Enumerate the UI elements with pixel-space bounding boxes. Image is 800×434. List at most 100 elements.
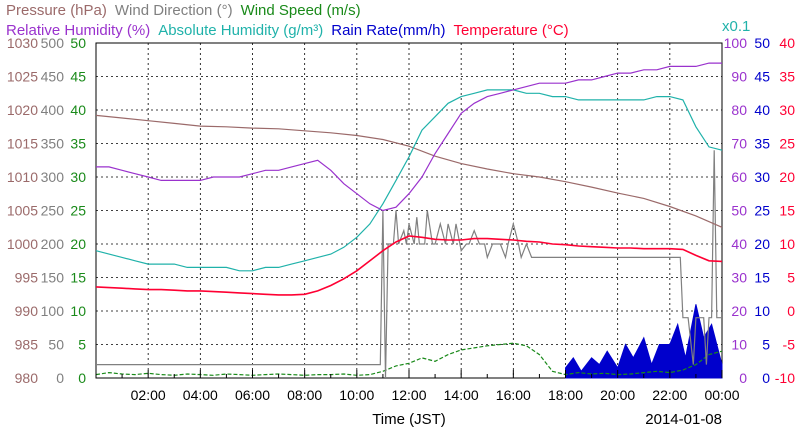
wind-speed-tick: 45 bbox=[70, 69, 86, 85]
relative-humidity-tick: 30 bbox=[731, 270, 747, 286]
rain-rate-tick: 5 bbox=[762, 337, 770, 353]
temperature-tick: -10 bbox=[775, 370, 795, 386]
relative-humidity-tick: 60 bbox=[731, 169, 747, 185]
date-label: 2014-01-08 bbox=[645, 411, 722, 428]
series-temperature bbox=[95, 235, 723, 296]
wind-direction-tick: 250 bbox=[41, 203, 65, 219]
x-tick-label: 02:00 bbox=[131, 387, 166, 403]
pressure-tick: 995 bbox=[15, 270, 39, 286]
rain-rate-tick: 20 bbox=[754, 236, 770, 252]
wind-direction-tick: 500 bbox=[41, 35, 65, 51]
temperature-tick: 0 bbox=[787, 303, 795, 319]
rain-rate-tick: 30 bbox=[754, 169, 770, 185]
wind-speed-tick: 30 bbox=[70, 169, 86, 185]
wind-speed-tick: 20 bbox=[70, 236, 86, 252]
wind-direction-tick: 300 bbox=[41, 169, 65, 185]
wind-direction-tick: 0 bbox=[56, 370, 64, 386]
x-tick-label: 08:00 bbox=[287, 387, 322, 403]
x-tick-label: 22:00 bbox=[652, 387, 687, 403]
wind-speed-tick: 0 bbox=[78, 370, 86, 386]
temperature-tick: 5 bbox=[787, 270, 795, 286]
temperature-tick: 40 bbox=[779, 35, 795, 51]
relative-humidity-tick: 0 bbox=[739, 370, 747, 386]
x-tick-label: 14:00 bbox=[444, 387, 479, 403]
wind-speed-tick: 15 bbox=[70, 270, 86, 286]
wind-speed-tick: 50 bbox=[70, 35, 86, 51]
wind-speed-tick: 25 bbox=[70, 203, 86, 219]
wind-direction-tick: 450 bbox=[41, 69, 65, 85]
wind-speed-tick: 35 bbox=[70, 136, 86, 152]
right-axes: 1009080706050403020100504540353025201510… bbox=[724, 35, 796, 386]
wind-direction-tick: 150 bbox=[41, 270, 65, 286]
pressure-tick: 1020 bbox=[7, 102, 38, 118]
wind-direction-tick: 100 bbox=[41, 303, 65, 319]
pressure-tick: 985 bbox=[15, 337, 39, 353]
relative-humidity-tick: 70 bbox=[731, 136, 747, 152]
plot-area bbox=[95, 42, 723, 379]
legend-absolute-humidity-g-m: Absolute Humidity (g/m³) bbox=[158, 22, 323, 39]
pressure-tick: 990 bbox=[15, 303, 39, 319]
x-tick-label: 00:00 bbox=[704, 387, 739, 403]
x-tick-label: 10:00 bbox=[339, 387, 374, 403]
legend-wind-direction: Wind Direction (°) bbox=[115, 2, 233, 19]
relative-humidity-tick: 50 bbox=[731, 203, 747, 219]
pressure-tick: 1000 bbox=[7, 236, 38, 252]
temperature-tick: 35 bbox=[779, 69, 795, 85]
pressure-tick: 980 bbox=[15, 370, 39, 386]
x-tick-label: 12:00 bbox=[391, 387, 426, 403]
pressure-tick: 1010 bbox=[7, 169, 38, 185]
rain-rate-tick: 40 bbox=[754, 102, 770, 118]
x-axis-label: Time (JST) bbox=[372, 411, 446, 428]
relative-humidity-tick: 100 bbox=[724, 35, 748, 51]
rain-rate-tick: 25 bbox=[754, 203, 770, 219]
legend-wind-speed-m-s: Wind Speed (m/s) bbox=[241, 2, 361, 19]
wind-direction-tick: 350 bbox=[41, 136, 65, 152]
legend-row-2: Relative Humidity (%) Absolute Humidity (… bbox=[6, 22, 569, 39]
x-tick-label: 20:00 bbox=[600, 387, 635, 403]
legend-temperature-c: Temperature (°C) bbox=[453, 22, 568, 39]
rain-rate-tick: 50 bbox=[754, 35, 770, 51]
series-absolute-humidity bbox=[95, 89, 723, 272]
rain-rate-tick: 10 bbox=[754, 303, 770, 319]
x-tick-label: 16:00 bbox=[496, 387, 531, 403]
pressure-tick: 1005 bbox=[7, 203, 38, 219]
relative-humidity-tick: 40 bbox=[731, 236, 747, 252]
wind-direction-tick: 200 bbox=[41, 236, 65, 252]
pressure-tick: 1030 bbox=[7, 35, 38, 51]
relative-humidity-tick: 10 bbox=[731, 337, 747, 353]
series-pressure bbox=[95, 114, 723, 228]
wind-speed-tick: 5 bbox=[78, 337, 86, 353]
temperature-tick: 25 bbox=[779, 136, 795, 152]
left-axes: 1030102510201015101010051000995990985980… bbox=[7, 35, 86, 386]
temperature-tick: -5 bbox=[783, 337, 796, 353]
relative-humidity-tick: 90 bbox=[731, 69, 747, 85]
x-axis: 02:00 04:00 06:00 08:00 10:00 12:00 14:00 16:00… bbox=[95, 370, 740, 403]
wind-direction-tick: 400 bbox=[41, 102, 65, 118]
legend-rain-rate-mm-h: Rain Rate(mm/h) bbox=[331, 22, 445, 39]
rain-rate-tick: 15 bbox=[754, 270, 770, 286]
temperature-tick: 10 bbox=[779, 236, 795, 252]
series-relative-humidity bbox=[96, 62, 722, 212]
temperature-tick: 15 bbox=[779, 203, 795, 219]
series-rain-rate bbox=[565, 304, 723, 379]
temperature-tick: 30 bbox=[779, 102, 795, 118]
x-tick-label: 04:00 bbox=[183, 387, 218, 403]
legend-relative-humidity: Relative Humidity (%) bbox=[6, 22, 150, 39]
wind-direction-tick: 50 bbox=[48, 337, 64, 353]
rain-rate-tick: 0 bbox=[762, 370, 770, 386]
legend: Pressure (hPa) Wind Direction (°) Wind Spe… bbox=[6, 2, 569, 39]
pressure-tick: 1015 bbox=[7, 136, 38, 152]
x-tick-label: 06:00 bbox=[235, 387, 270, 403]
temperature-tick: 20 bbox=[779, 169, 795, 185]
pressure-tick: 1025 bbox=[7, 69, 38, 85]
wind-speed-tick: 10 bbox=[70, 303, 86, 319]
legend-pressure-hpa: Pressure (hPa) bbox=[6, 2, 107, 19]
rain-rate-tick: 45 bbox=[754, 69, 770, 85]
relative-humidity-tick: 20 bbox=[731, 303, 747, 319]
x-tick-label: 18:00 bbox=[548, 387, 583, 403]
grid bbox=[96, 43, 722, 378]
series-wind-direction bbox=[96, 150, 722, 379]
legend-row-1: Pressure (hPa) Wind Direction (°) Wind Spe… bbox=[6, 2, 361, 19]
multiplier-note: x0.1 bbox=[722, 18, 750, 35]
